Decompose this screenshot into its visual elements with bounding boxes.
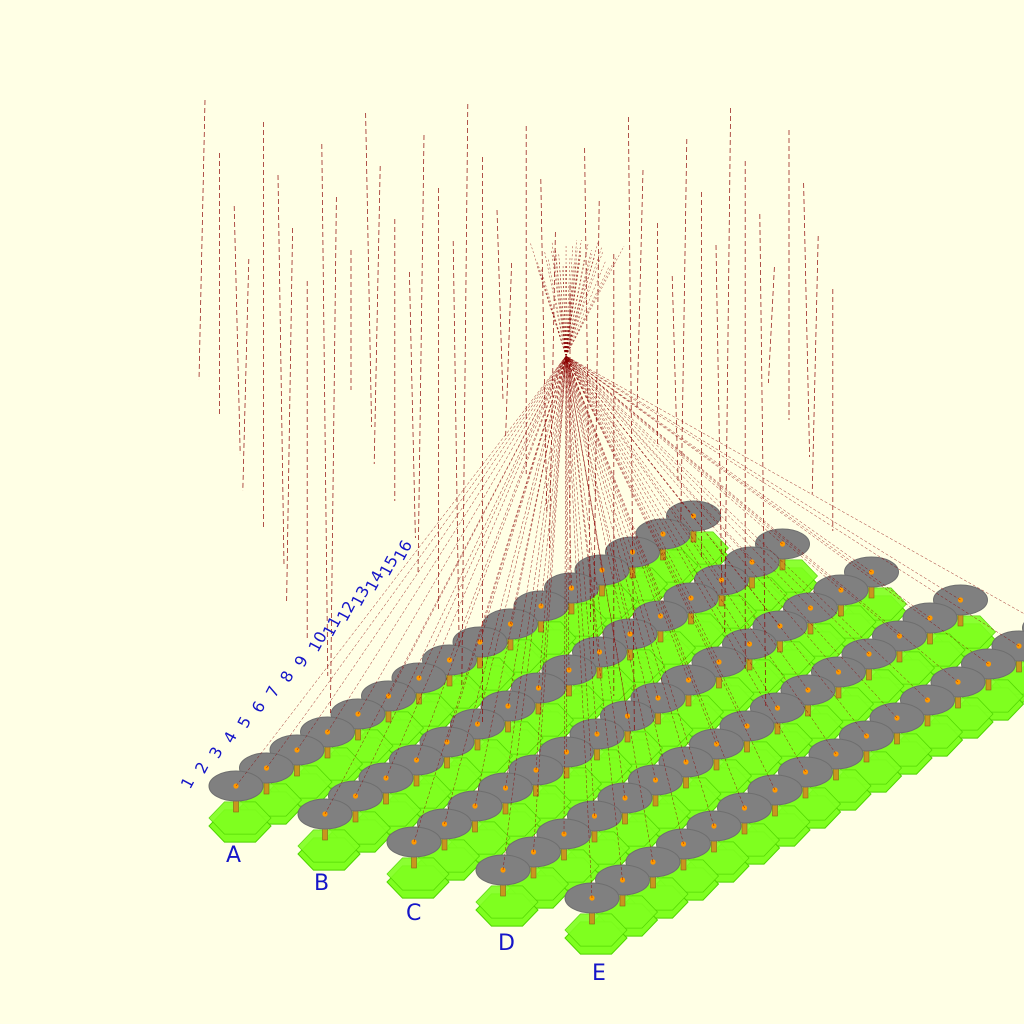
incoming-rays: [198, 99, 834, 734]
incoming-ray: [233, 205, 241, 455]
reflected-ray: [565, 355, 626, 799]
incoming-ray: [409, 271, 416, 539]
reflected-ray: [474, 251, 567, 807]
reflected-ray: [565, 355, 631, 635]
reflected-ray: [563, 263, 567, 835]
incoming-ray: [540, 178, 548, 512]
reflected-ray: [565, 355, 748, 727]
column-label-a: A: [226, 843, 241, 868]
reflected-ray: [565, 355, 570, 671]
incoming-ray: [365, 112, 372, 428]
reflected-ray: [296, 355, 567, 751]
reflected-ray: [565, 247, 661, 617]
base-tile: [208, 801, 272, 843]
incoming-ray: [505, 262, 512, 438]
incoming-ray: [803, 182, 810, 458]
reflected-ray: [565, 355, 809, 691]
reflected-ray: [385, 355, 567, 779]
incoming-ray: [452, 240, 460, 650]
base-tile: [297, 829, 361, 871]
incoming-ray: [417, 134, 425, 576]
reflected-ray: [565, 355, 722, 581]
reflected-ray: [538, 267, 567, 689]
reflected-ray: [449, 241, 567, 661]
reflected-ray: [565, 259, 900, 637]
incoming-ray: [759, 213, 767, 707]
reflected-ray: [565, 247, 684, 845]
reflected-ray: [565, 243, 750, 645]
reflected-ray: [565, 257, 600, 653]
reflected-ray: [502, 355, 567, 871]
reflected-ray: [388, 251, 567, 697]
incoming-ray: [461, 103, 469, 687]
reflected-ray: [565, 355, 842, 591]
reflected-ray: [418, 355, 567, 679]
reflected-ray: [565, 251, 872, 573]
reflected-ray: [565, 355, 598, 735]
incoming-ray: [277, 174, 285, 566]
incoming-ray: [671, 275, 679, 485]
reflected-ray: [444, 249, 567, 825]
reflected-ray: [565, 245, 623, 881]
reflected-ray: [565, 245, 867, 737]
reflected-ray: [565, 245, 1024, 614]
reflected-ray: [565, 355, 776, 791]
column-label-b: B: [314, 871, 329, 896]
column-label-e: E: [592, 961, 606, 986]
incoming-ray: [242, 258, 250, 492]
reflected-ray: [565, 265, 572, 589]
reflected-ray: [510, 261, 567, 625]
incoming-ray: [715, 244, 723, 596]
reflected-ray: [565, 239, 656, 781]
reflected-ray: [565, 249, 778, 709]
reflected-ray: [565, 355, 659, 699]
reflected-ray: [505, 253, 567, 789]
incoming-ray: [321, 143, 329, 677]
reflected-ray: [565, 355, 870, 655]
reflected-ray: [357, 355, 567, 715]
reflected-ray: [565, 265, 928, 701]
incoming-ray: [286, 227, 293, 603]
incoming-ray: [549, 231, 556, 549]
incoming-ray: [373, 165, 381, 465]
reflected-ray: [535, 355, 567, 771]
reflected-ray: [565, 255, 989, 665]
base-tile: [564, 913, 628, 955]
column-label-d: D: [498, 931, 515, 956]
column-label-c: C: [406, 901, 421, 926]
reflected-ray: [416, 257, 567, 761]
reflected-ray: [565, 355, 745, 809]
reflected-ray: [565, 355, 664, 535]
reflected-ray: [565, 355, 687, 763]
reflected-ray: [355, 267, 567, 797]
incoming-ray: [628, 116, 635, 734]
incoming-ray: [811, 235, 819, 495]
incoming-ray: [636, 169, 644, 411]
incoming-ray: [592, 200, 600, 660]
base-tile: [475, 885, 539, 927]
incoming-ray: [584, 147, 591, 623]
reflected-ray: [565, 355, 633, 553]
reflected-ray: [565, 355, 720, 663]
reflected-ray: [565, 355, 811, 609]
reflected-ray: [565, 355, 898, 719]
reflected-ray: [565, 355, 715, 827]
reflected-ray: [565, 355, 595, 817]
reflected-ray: [507, 355, 567, 707]
incoming-ray: [768, 266, 775, 384]
reflected-ray: [477, 247, 567, 725]
reflected-ray: [235, 355, 567, 787]
incoming-ray: [330, 196, 337, 714]
reflected-ray: [533, 355, 567, 853]
reflected-ray: [540, 263, 567, 607]
reflected-ray: [565, 259, 717, 745]
incoming-ray: [198, 99, 206, 381]
base-tile: [386, 857, 450, 899]
reflected-ray: [565, 261, 654, 863]
reflected-ray: [565, 243, 567, 753]
incoming-ray: [724, 107, 731, 633]
reflected-ray: [446, 355, 567, 743]
